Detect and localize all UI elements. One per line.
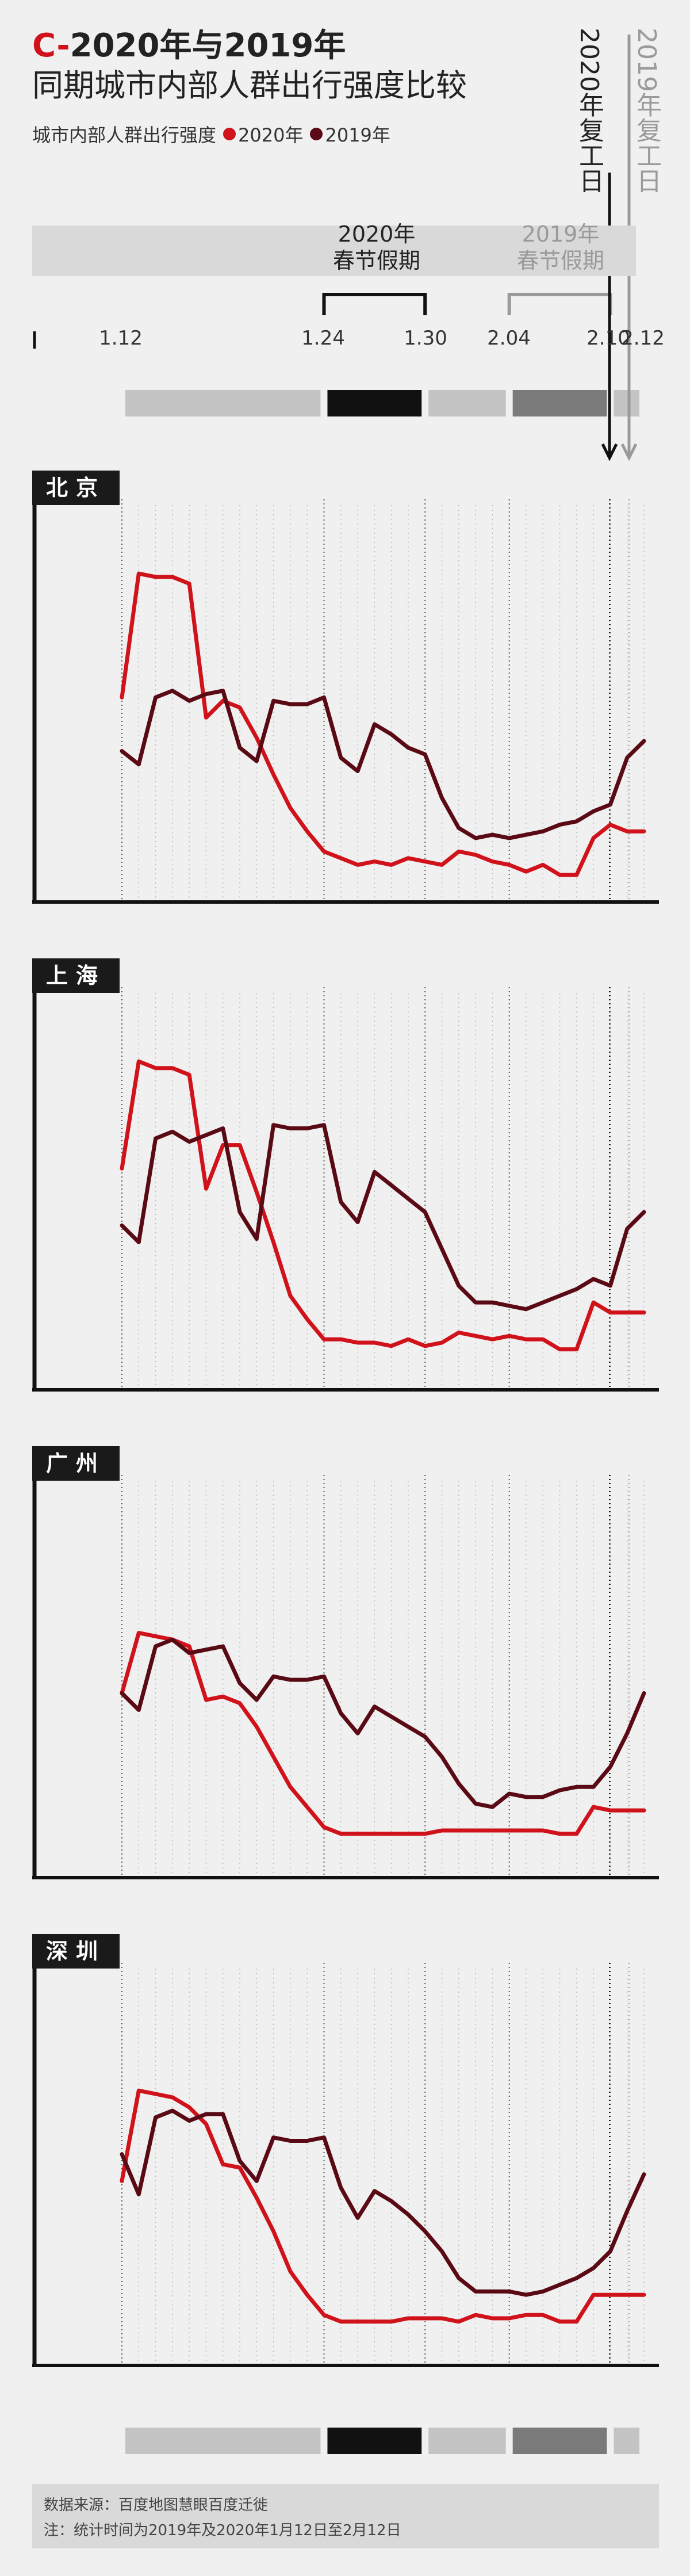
tick-label-5: 2.10 xyxy=(586,327,630,350)
holiday-2019-name: 春节假期 xyxy=(516,248,604,273)
top-strip-segment-3 xyxy=(512,390,607,416)
footer-source: 数据来源：百度地图慧眼百度迁徙 xyxy=(44,2497,269,2514)
top-strip-segment-1 xyxy=(327,390,422,416)
timeline-bar xyxy=(32,226,636,276)
holiday-2019-bracket xyxy=(507,293,612,315)
series-3-2019 xyxy=(120,2108,646,2297)
series-1-2019 xyxy=(120,1123,646,1312)
holiday-2020-bracket xyxy=(322,293,427,315)
series-2-2019 xyxy=(120,1637,646,1809)
tick-label-2: 1.24 xyxy=(301,327,345,350)
footer: 数据来源：百度地图慧眼百度迁徙 注：统计时间为2019年及2020年1月12日至… xyxy=(32,2484,659,2548)
resume-2019-arrow xyxy=(620,443,638,461)
legend: 城市内部人群出行强度 2020年 2019年 xyxy=(32,121,390,147)
bottom-strip-segment-3 xyxy=(512,2428,607,2454)
page-title: C-2020年与2019年 xyxy=(32,30,346,62)
legend-2020: 2020年 xyxy=(238,124,304,146)
resume-2019-label: 2019年复工日 xyxy=(632,28,661,193)
footer-note: 注：统计时间为2019年及2020年1月12日至2月12日 xyxy=(44,2522,401,2539)
city-label-beijing: 北京 xyxy=(32,471,120,505)
city-label-shanghai: 上海 xyxy=(32,958,120,993)
series-0-2019 xyxy=(120,689,646,840)
legend-dot-2019 xyxy=(310,128,323,140)
holiday-2019-year: 2019年 xyxy=(522,221,600,247)
legend-dot-2020 xyxy=(223,128,236,140)
title-line-1: 2020年与2019年 xyxy=(70,27,346,64)
city-label-guangzhou: 广州 xyxy=(32,1446,120,1481)
holiday-2020-label: 2020年 春节假期 xyxy=(322,221,431,274)
tick-label-1: 1.12 xyxy=(99,327,143,350)
series-1-2020 xyxy=(120,1059,646,1352)
page-subtitle: 同期城市内部人群出行强度比较 xyxy=(32,67,467,104)
top-strip-segment-0 xyxy=(125,390,321,416)
holiday-2020-year: 2020年 xyxy=(338,221,416,247)
series-0-2020 xyxy=(120,571,646,877)
bottom-strip-segment-4 xyxy=(614,2428,639,2454)
legend-label: 城市内部人群出行强度 xyxy=(32,124,217,146)
holiday-2020-name: 春节假期 xyxy=(332,248,420,273)
title-prefix: C- xyxy=(32,27,70,64)
tick-label-3: 1.30 xyxy=(404,327,447,350)
top-strip-segment-2 xyxy=(428,390,506,416)
bottom-strip-segment-2 xyxy=(428,2428,506,2454)
tick-label-4: 2.04 xyxy=(487,327,531,350)
bottom-strip-segment-1 xyxy=(327,2428,422,2454)
resume-2020-arrow xyxy=(601,443,618,461)
resume-2020-label: 2020年复工日 xyxy=(574,28,604,193)
tick-label-6: 2.12 xyxy=(621,327,665,350)
series-3-2020 xyxy=(120,2088,646,2324)
legend-2019: 2019年 xyxy=(325,124,390,146)
city-label-shenzhen: 深圳 xyxy=(32,1934,120,1969)
bottom-strip-segment-0 xyxy=(125,2428,321,2454)
holiday-2019-label: 2019年 春节假期 xyxy=(506,221,615,274)
series-2-2020 xyxy=(120,1631,646,1836)
top-strip-segment-4 xyxy=(614,390,639,416)
